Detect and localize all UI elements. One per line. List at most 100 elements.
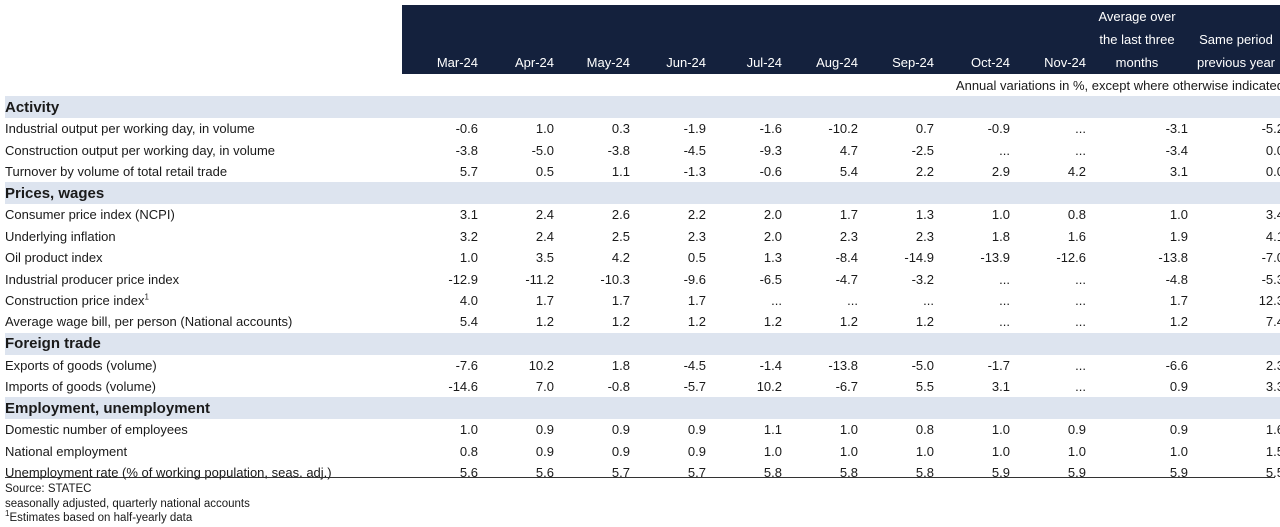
value-cell: -13.9	[980, 250, 1010, 266]
value-cell: -10.3	[600, 271, 630, 287]
section-header-row: Activity	[5, 96, 1280, 118]
value-cell: 0.8	[1067, 207, 1086, 223]
row-label-text: Unemployment rate (% of working populati…	[5, 465, 332, 481]
value-cell: ...	[999, 142, 1010, 158]
value-cell: 1.5	[1265, 443, 1280, 459]
value-cell: -13.8	[1158, 250, 1188, 266]
value-cell: 0.0	[1265, 142, 1280, 158]
value-cell: 3.2	[459, 228, 478, 244]
value-cell: 0.5	[687, 250, 706, 266]
footnote-mark: 1	[5, 509, 10, 519]
value-cell: 1.6	[1265, 422, 1280, 438]
value-cell: 1.7	[611, 292, 630, 308]
value-cell: 1.0	[839, 422, 858, 438]
footnote-reference: 1	[144, 292, 149, 302]
value-cell: 0.9	[535, 422, 554, 438]
header-row: Mar-24 Apr-24 May-24 Jun-24 Jul-24 Aug-24 Sep-…	[5, 5, 1280, 74]
indicators-table: Mar-24 Apr-24 May-24 Jun-24 Jul-24 Aug-24 Sep-…	[5, 5, 1280, 483]
table-row: Average wage bill, per person (National …	[5, 311, 1280, 332]
value-cell: 5.4	[459, 314, 478, 330]
value-cell: ...	[999, 271, 1010, 287]
section-header-row: Foreign trade	[5, 332, 1280, 355]
section-title: Activity	[5, 96, 1280, 118]
column-header-month: Sep-24	[858, 5, 934, 74]
column-header-same-period-previous-year-line: previous year	[1196, 55, 1276, 70]
value-cell: 2.2	[687, 207, 706, 223]
value-cell: 5.7	[687, 465, 706, 481]
value-cell: 1.2	[915, 314, 934, 330]
row-label: Construction price index1	[5, 290, 402, 311]
table-row: Consumer price index (NCPI) 3.1 2.4 2.6 2.2 2…	[5, 204, 1280, 225]
column-header-month: Oct-24	[934, 5, 1010, 74]
row-label-text: Domestic number of employees	[5, 422, 188, 438]
value-cell: 1.7	[1169, 292, 1188, 308]
column-header-three-month-average-line: Average over	[1098, 9, 1176, 24]
value-cell: 3.1	[459, 207, 478, 223]
table-row: Unemployment rate (% of working populati…	[5, 462, 1280, 483]
value-cell: 0.3	[611, 121, 630, 137]
row-label-text: Consumer price index (NCPI)	[5, 207, 175, 223]
table-row: Oil product index 1.0 3.5 4.2 0.5 1.3 -8.4 -14.…	[5, 247, 1280, 268]
value-cell: 12.3	[1258, 292, 1280, 308]
value-cell: 1.1	[763, 422, 782, 438]
value-cell: -14.6	[448, 379, 478, 395]
section-title: Employment, unemployment	[5, 397, 1280, 420]
value-cell: -1.9	[683, 121, 706, 137]
value-cell: ...	[771, 292, 782, 308]
value-cell: 3.3	[1265, 379, 1280, 395]
column-header-month: Nov-24	[1010, 5, 1086, 74]
value-cell: -5.2	[1261, 121, 1280, 137]
value-cell: 10.2	[528, 357, 554, 373]
column-header-three-month-average-line: the last three	[1099, 32, 1175, 47]
value-cell: -13.8	[828, 357, 858, 373]
value-cell: 0.9	[611, 443, 630, 459]
value-cell: -3.4	[1165, 142, 1188, 158]
value-cell: -2.5	[911, 142, 934, 158]
value-cell: 2.0	[763, 207, 782, 223]
value-cell: 1.0	[1067, 443, 1086, 459]
row-label: National employment	[5, 441, 402, 462]
value-cell: -1.4	[759, 357, 782, 373]
column-header-three-month-average: Average over the last three months	[1086, 5, 1188, 74]
value-cell: 1.1	[611, 163, 630, 179]
note-row: Annual variations in %, except where oth…	[5, 74, 1280, 96]
value-cell: -7.0	[1261, 250, 1280, 266]
row-label-text: Industrial producer price index	[5, 271, 180, 287]
value-cell: -10.2	[828, 121, 858, 137]
value-cell: -11.2	[525, 271, 554, 287]
value-cell: 1.2	[763, 314, 782, 330]
value-cell: 2.3	[687, 228, 706, 244]
value-cell: 10.2	[756, 379, 782, 395]
value-cell: 2.4	[535, 207, 554, 223]
value-cell: 0.9	[1169, 422, 1188, 438]
value-cell: 1.2	[1169, 314, 1188, 330]
value-cell: 5.9	[1169, 465, 1188, 481]
value-cell: 2.3	[915, 228, 934, 244]
row-label: Oil product index	[5, 247, 402, 268]
row-label: Industrial output per working day, in vo…	[5, 118, 402, 139]
value-cell: 1.6	[1067, 228, 1086, 244]
value-cell: -0.6	[759, 163, 782, 179]
value-cell: 5.6	[535, 465, 554, 481]
value-cell: 1.0	[459, 250, 478, 266]
value-cell: 1.0	[763, 443, 782, 459]
value-cell: 0.8	[459, 443, 478, 459]
value-cell: ...	[923, 292, 934, 308]
row-label: Turnover by volume of total retail trade	[5, 161, 402, 182]
column-header-month: Mar-24	[402, 5, 478, 74]
value-cell: 4.2	[1067, 163, 1086, 179]
column-header-month: Jun-24	[630, 5, 706, 74]
row-label-text: National employment	[5, 443, 128, 459]
row-label: Exports of goods (volume)	[5, 355, 402, 376]
value-cell: 5.9	[991, 465, 1010, 481]
row-label-text: Construction output per working day, in …	[5, 142, 276, 158]
row-label: Imports of goods (volume)	[5, 376, 402, 397]
value-cell: 1.0	[991, 207, 1010, 223]
value-cell: 2.3	[1265, 357, 1280, 373]
value-cell: -6.5	[759, 271, 782, 287]
value-cell: 3.1	[1169, 163, 1188, 179]
value-cell: -0.6	[455, 121, 478, 137]
value-cell: 0.9	[687, 422, 706, 438]
value-cell: -5.0	[531, 142, 554, 158]
column-header-three-month-average-line: months	[1115, 55, 1159, 70]
